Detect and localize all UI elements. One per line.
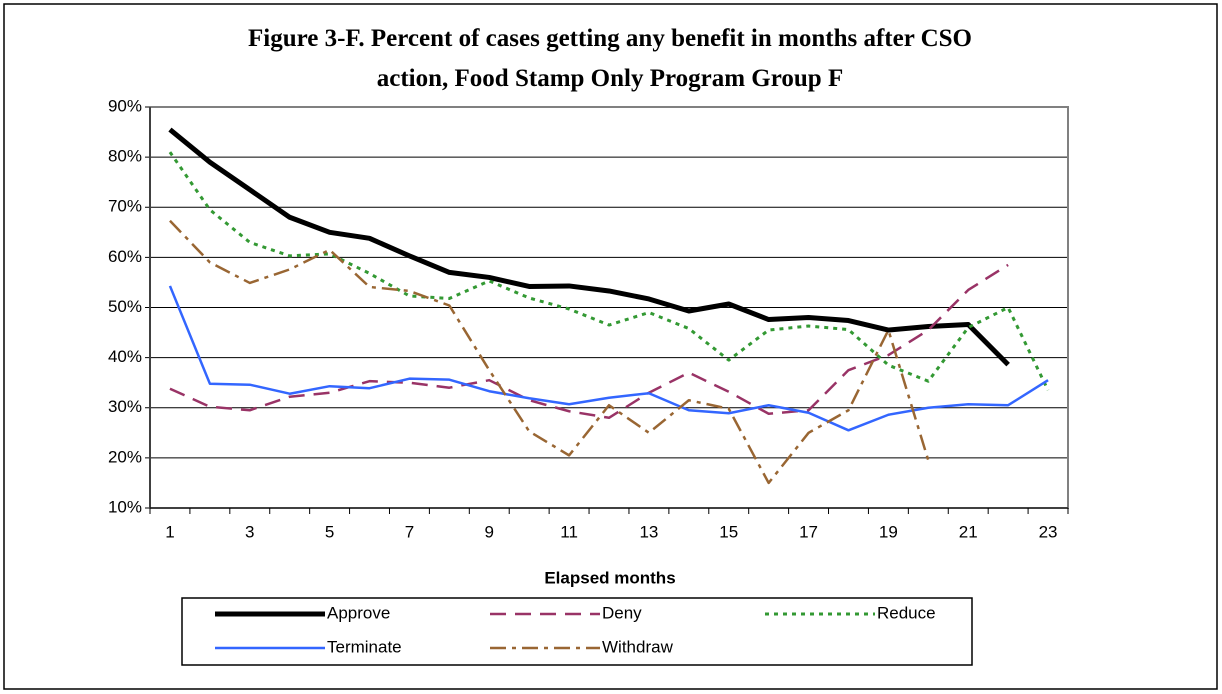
y-tick-label: 60% [108, 247, 142, 266]
x-axis-label: Elapsed months [544, 568, 675, 587]
x-tick-label: 23 [1039, 522, 1058, 541]
series-line [168, 151, 1050, 391]
x-tick-label: 13 [639, 522, 658, 541]
x-tick-label: 11 [560, 522, 578, 541]
legend-label: Terminate [327, 637, 402, 656]
x-tick-label: 5 [325, 522, 334, 541]
x-tick-label: 3 [245, 522, 254, 541]
series-line [169, 263, 1009, 420]
x-tick-label: 21 [959, 522, 978, 541]
x-tick-label: 15 [719, 522, 738, 541]
y-tick-label: 40% [108, 347, 142, 366]
x-tick-label: 1 [165, 522, 174, 541]
legend-label: Reduce [877, 603, 936, 622]
frame [3, 3, 1218, 690]
legend-label: Approve [327, 603, 390, 622]
legend-label: Deny [602, 603, 642, 622]
legend [181, 597, 973, 666]
x-tick-label: 19 [879, 522, 898, 541]
y-tick-label: 90% [108, 96, 142, 115]
chart-title: Figure 3-F. Percent of cases getting any… [248, 25, 972, 92]
x-tick-label: 9 [485, 522, 494, 541]
y-tick-label: 70% [108, 197, 142, 216]
x-tick-label: 7 [405, 522, 414, 541]
y-tick-label: 20% [108, 447, 142, 466]
y-tick-label: 30% [108, 397, 142, 416]
y-tick-label: 80% [108, 147, 142, 166]
legend-label: Withdraw [602, 637, 674, 656]
x-tick-label: 17 [799, 522, 818, 541]
series-line [168, 285, 1049, 432]
y-tick-label: 50% [108, 297, 142, 316]
y-tick-label: 10% [108, 497, 142, 516]
series-line [169, 219, 930, 485]
series-line [168, 127, 1010, 367]
